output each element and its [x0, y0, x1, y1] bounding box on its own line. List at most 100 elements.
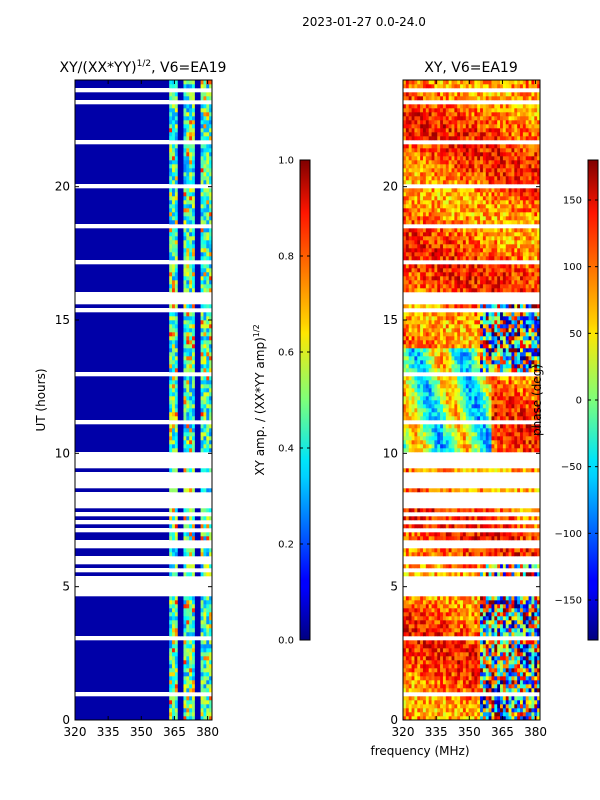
amp-cell [200, 84, 204, 89]
amp-cell [183, 236, 187, 241]
phase-cell [537, 656, 540, 661]
phase-cell [488, 364, 492, 369]
phase-cell [440, 440, 444, 445]
amp-cell [183, 340, 187, 345]
amp-cell [197, 328, 201, 333]
phase-cell [425, 656, 429, 661]
amp-cell [169, 424, 173, 429]
phase-cell [414, 656, 418, 661]
amp-cell [169, 620, 173, 625]
phase-cell [474, 368, 478, 373]
phase-cell [522, 416, 527, 421]
phase-cell [454, 360, 458, 365]
phase-cell [457, 612, 461, 617]
phase-cell [505, 696, 509, 701]
phase-cell [500, 596, 504, 601]
amp-cell [183, 416, 187, 421]
phase-cell [520, 608, 524, 613]
phase-cell [537, 648, 540, 653]
phase-cell [434, 624, 438, 629]
phase-cell [417, 564, 421, 569]
phase-cell [528, 708, 532, 713]
phase-cell [408, 416, 412, 421]
phase-cell [440, 696, 444, 701]
phase-cell [517, 368, 521, 373]
amp-cell [192, 320, 196, 325]
amp-cell [209, 628, 212, 633]
phase-cell [500, 676, 504, 681]
phase-cell [451, 612, 455, 617]
phase-cell [442, 432, 447, 437]
phase-cell [417, 448, 421, 453]
amp-cell [177, 388, 181, 393]
phase-cell [425, 384, 429, 389]
phase-cell [514, 660, 518, 665]
amp-cell [172, 344, 176, 349]
phase-cell [525, 488, 529, 493]
amp-cell [197, 152, 201, 157]
phase-cell [502, 384, 507, 389]
phase-cell [462, 600, 467, 605]
phase-cell [528, 640, 532, 645]
phase-cell [488, 356, 492, 361]
phase-cell [480, 680, 484, 685]
phase-cell [508, 408, 512, 413]
phase-cell [420, 672, 424, 677]
amp-cell [180, 124, 184, 129]
phase-cell [520, 444, 524, 449]
amp-cell [197, 204, 201, 209]
phase-cell [494, 432, 498, 437]
amp-cell [177, 204, 181, 209]
amp-cell [206, 188, 210, 193]
amp-cell [192, 216, 196, 221]
phase-cell [403, 364, 407, 369]
phase-cell [534, 664, 538, 669]
amp-cell [194, 676, 199, 681]
amp-cell [172, 248, 176, 253]
phase-cell [517, 668, 521, 673]
phase-cell [502, 608, 507, 613]
amp-cell [206, 644, 210, 649]
phase-cell [517, 700, 521, 705]
phase-cell [485, 628, 489, 633]
phase-cell [497, 404, 501, 409]
amp-cell [194, 168, 199, 173]
amp-cell [169, 268, 173, 273]
phase-cell [403, 700, 407, 705]
phase-cell [502, 524, 507, 529]
amp-cell [189, 360, 193, 365]
phase-cell [517, 664, 521, 669]
amp-cell [180, 408, 184, 413]
amp-cell [203, 704, 207, 709]
phase-cell [494, 640, 498, 645]
phase-cell [511, 608, 515, 613]
phase-cell [422, 424, 427, 429]
phase-blank-row [403, 576, 540, 581]
amp-cell [194, 288, 199, 293]
phase-cell [474, 376, 478, 381]
amp-cell [192, 536, 196, 541]
amp-cell [183, 204, 187, 209]
phase-cell [488, 388, 492, 393]
phase-cell [420, 716, 424, 720]
phase-cell [471, 716, 475, 720]
phase-cell [445, 364, 449, 369]
phase-cell [514, 444, 518, 449]
amp-cell [194, 424, 199, 429]
phase-blank-row [403, 556, 540, 561]
amp-cell [169, 172, 173, 177]
phase-cell [468, 516, 472, 521]
phase-cell [442, 700, 447, 705]
amp-cell [206, 148, 210, 153]
phase-cell [440, 616, 444, 621]
amp-y-axis-label: UT (hours) [34, 368, 48, 431]
phase-cell [448, 436, 452, 441]
phase-cell [534, 488, 538, 493]
phase-cell [528, 624, 532, 629]
amp-cell [186, 268, 190, 273]
phase-cell [508, 572, 512, 577]
amp-cell [169, 332, 173, 337]
phase-cell [405, 376, 410, 381]
amp-cell [200, 552, 204, 557]
phase-cell [502, 360, 507, 365]
